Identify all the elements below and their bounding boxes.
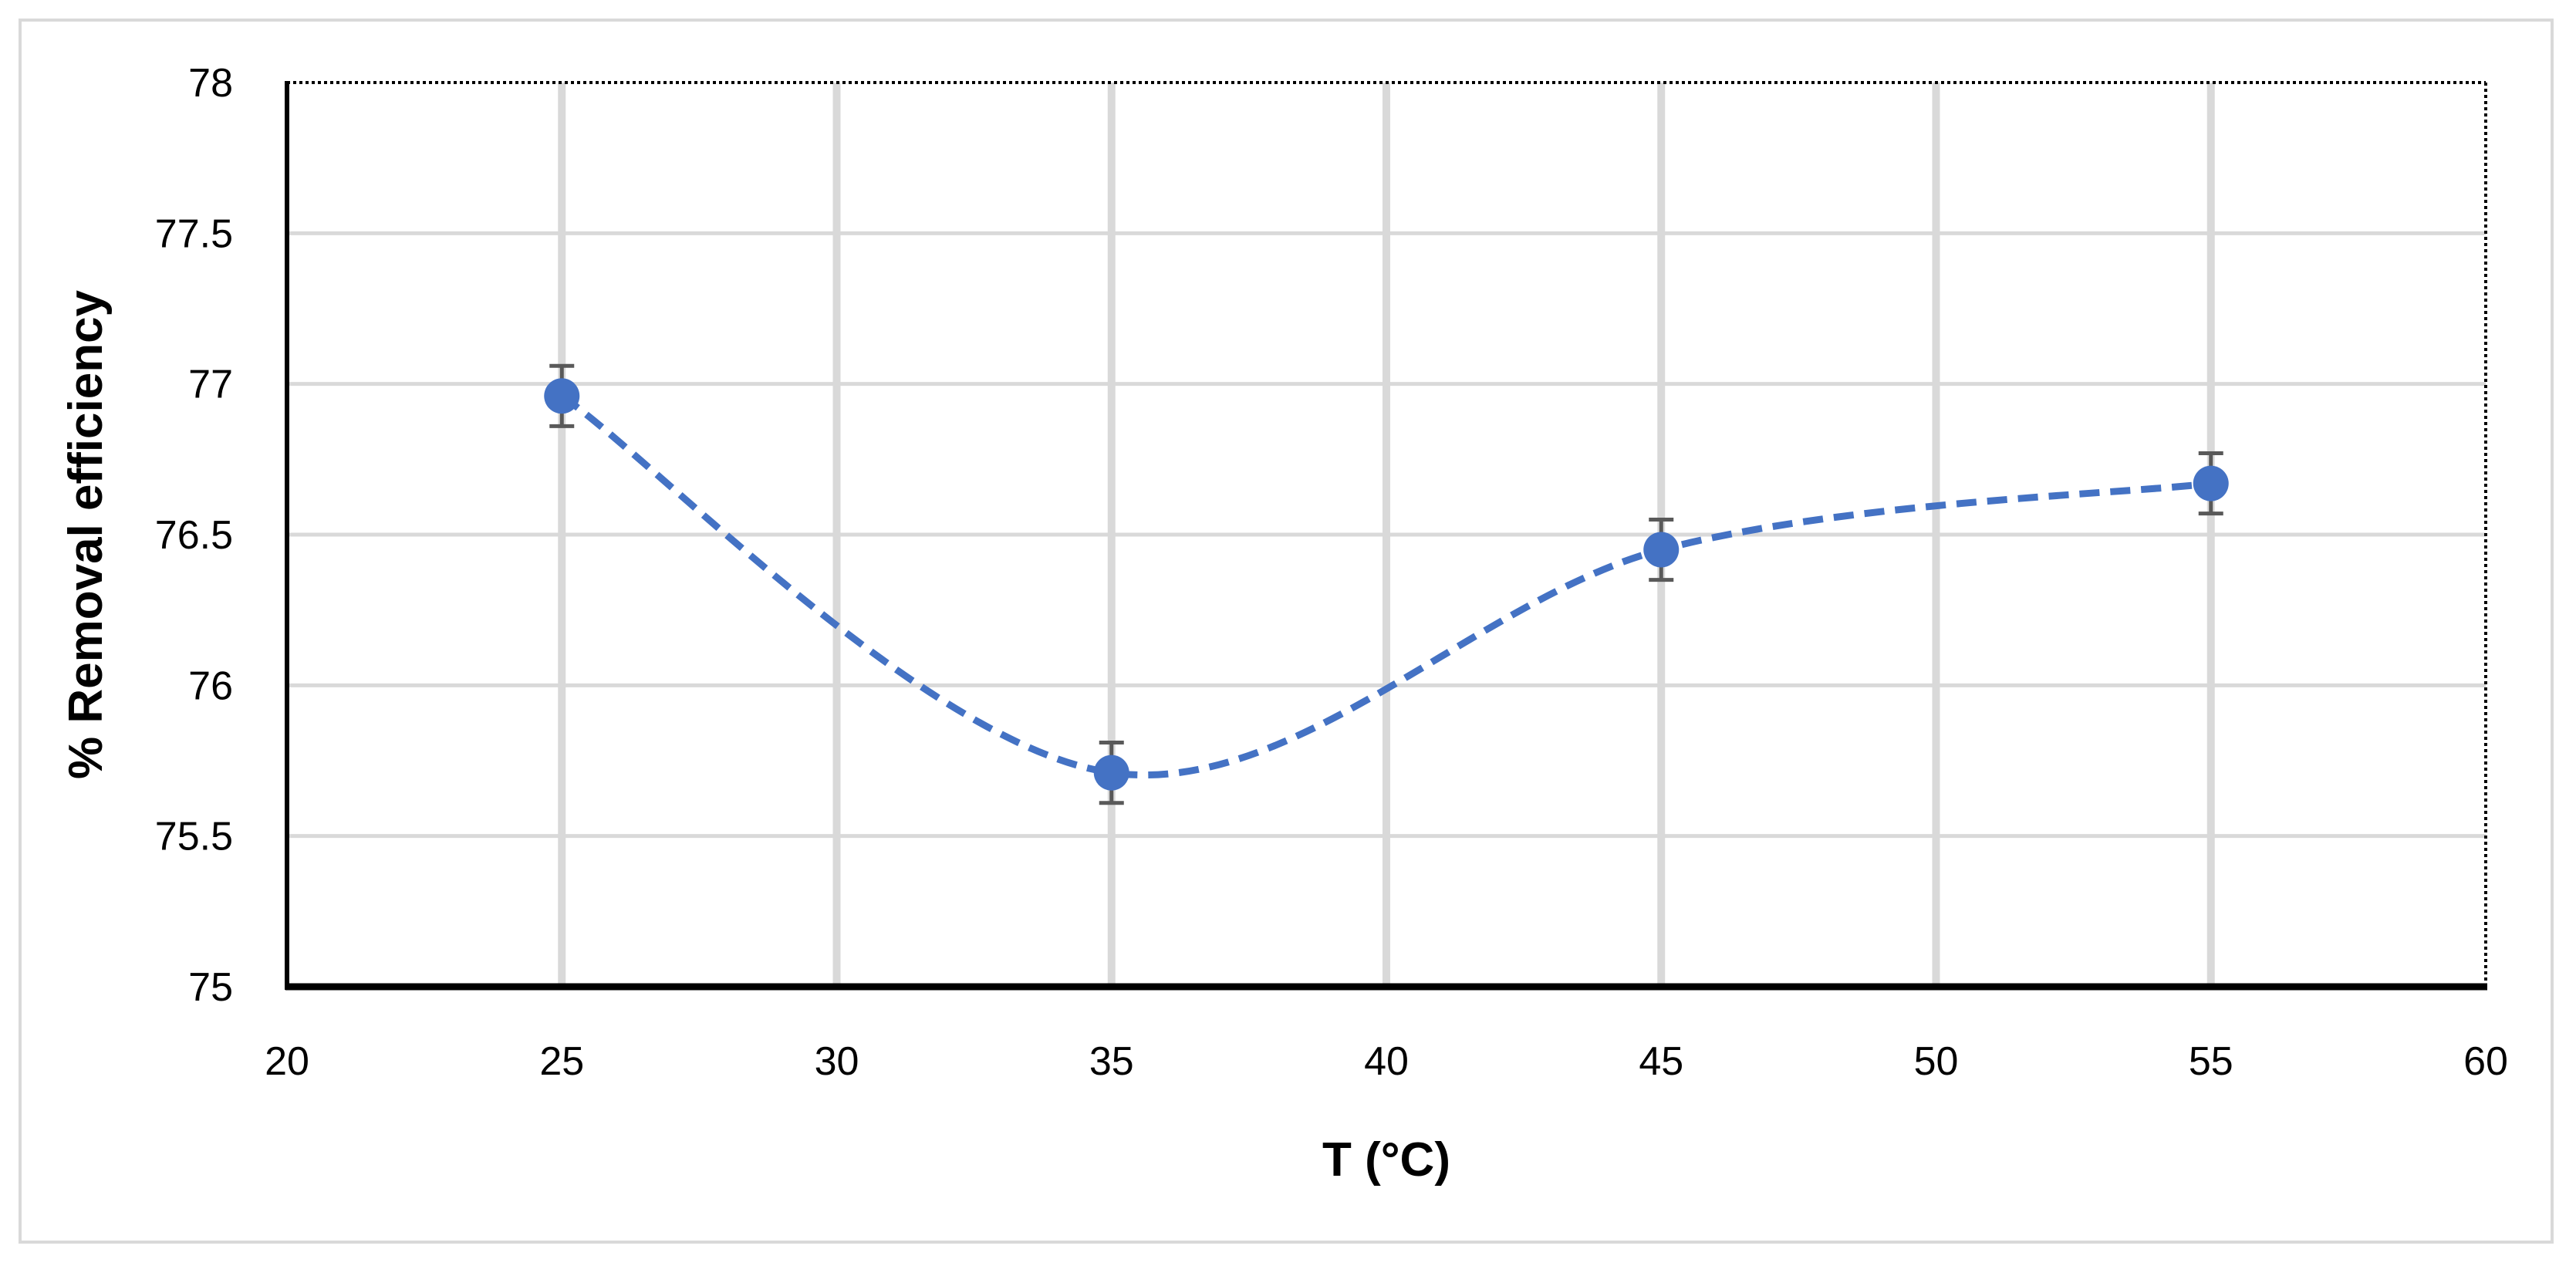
y-tick-label-77.5: 77.5 [155,211,233,256]
x-tick-label-40: 40 [1364,1039,1409,1084]
y-tick-label-76: 76 [188,663,233,708]
y-axis-title: % Removal efficiency [59,289,113,779]
plot-border [285,81,2487,991]
y-tick-label-76.5: 76.5 [155,513,233,558]
x-tick-label-20: 20 [265,1039,309,1084]
x-tick-label-60: 60 [2463,1039,2508,1084]
y-tick-label-75: 75 [188,965,233,1010]
x-tick-label-30: 30 [815,1039,859,1084]
data-point-45 [1643,532,1680,568]
x-tick-labels: 20 25 30 35 40 45 50 55 60 [265,1039,2508,1084]
data-point-35 [1093,755,1129,791]
x-tick-label-50: 50 [1914,1039,1959,1084]
data-point-25 [544,378,580,414]
chart-frame [19,19,2554,1244]
y-tick-label-78: 78 [188,61,233,106]
y-tick-label-75.5: 75.5 [155,815,233,859]
y-tick-label-77: 77 [188,363,233,407]
grid [287,83,2486,987]
x-tick-label-55: 55 [2189,1039,2233,1084]
data-points [544,378,2229,791]
x-tick-label-35: 35 [1089,1039,1134,1084]
data-point-55 [2193,465,2229,501]
x-tick-label-45: 45 [1639,1039,1683,1084]
error-bars [549,363,2223,805]
x-tick-label-25: 25 [539,1039,584,1084]
x-axis-title: T (°C) [1322,1133,1450,1187]
y-tick-labels: 75 75.5 76 76.5 77 77.5 78 [155,61,233,1010]
series-line [559,393,2212,778]
